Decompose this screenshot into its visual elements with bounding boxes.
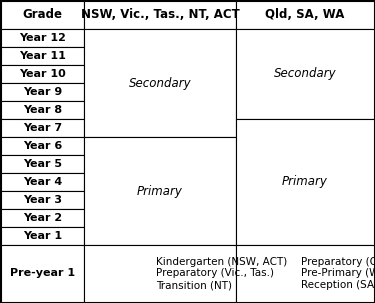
- Text: Preparatory (QLD)
Pre-Primary (WA)
Reception (SA): Preparatory (QLD) Pre-Primary (WA) Recep…: [301, 257, 375, 290]
- Bar: [1, 155, 84, 173]
- Bar: [1, 1, 84, 29]
- Bar: [84, 29, 236, 137]
- Bar: [1, 101, 84, 119]
- Text: NSW, Vic., Tas., NT, ACT: NSW, Vic., Tas., NT, ACT: [81, 8, 239, 22]
- Text: Primary: Primary: [137, 185, 183, 198]
- Bar: [1, 209, 84, 227]
- Bar: [84, 1, 236, 29]
- Text: Year 6: Year 6: [23, 141, 62, 151]
- Bar: [1, 119, 84, 137]
- Text: Primary: Primary: [282, 175, 328, 188]
- Bar: [236, 1, 374, 29]
- Text: Year 8: Year 8: [23, 105, 62, 115]
- Bar: [1, 47, 84, 65]
- Text: Year 2: Year 2: [23, 213, 62, 223]
- Text: Year 9: Year 9: [23, 87, 62, 97]
- Bar: [1, 65, 84, 83]
- Bar: [1, 191, 84, 209]
- Text: Year 7: Year 7: [23, 123, 62, 133]
- Text: Year 1: Year 1: [23, 231, 62, 241]
- Bar: [1, 245, 84, 302]
- Bar: [1, 173, 84, 191]
- Text: Year 12: Year 12: [19, 33, 66, 43]
- Text: Pre-year 1: Pre-year 1: [10, 268, 75, 278]
- Text: Year 4: Year 4: [23, 177, 62, 187]
- Bar: [236, 245, 374, 302]
- Text: Secondary: Secondary: [274, 68, 336, 81]
- Text: Year 3: Year 3: [23, 195, 62, 205]
- Text: Grade: Grade: [22, 8, 63, 22]
- Text: Year 5: Year 5: [23, 159, 62, 169]
- Bar: [84, 137, 236, 245]
- Bar: [84, 245, 236, 302]
- Text: Kindergarten (NSW, ACT)
Preparatory (Vic., Tas.)
Transition (NT): Kindergarten (NSW, ACT) Preparatory (Vic…: [156, 257, 287, 290]
- Text: Qld, SA, WA: Qld, SA, WA: [266, 8, 345, 22]
- Bar: [236, 119, 374, 245]
- Text: Year 10: Year 10: [19, 69, 66, 79]
- Bar: [236, 29, 374, 119]
- Text: Secondary: Secondary: [129, 76, 191, 89]
- Bar: [1, 137, 84, 155]
- Bar: [1, 29, 84, 47]
- Bar: [1, 227, 84, 245]
- Bar: [1, 83, 84, 101]
- Text: Year 11: Year 11: [19, 51, 66, 61]
